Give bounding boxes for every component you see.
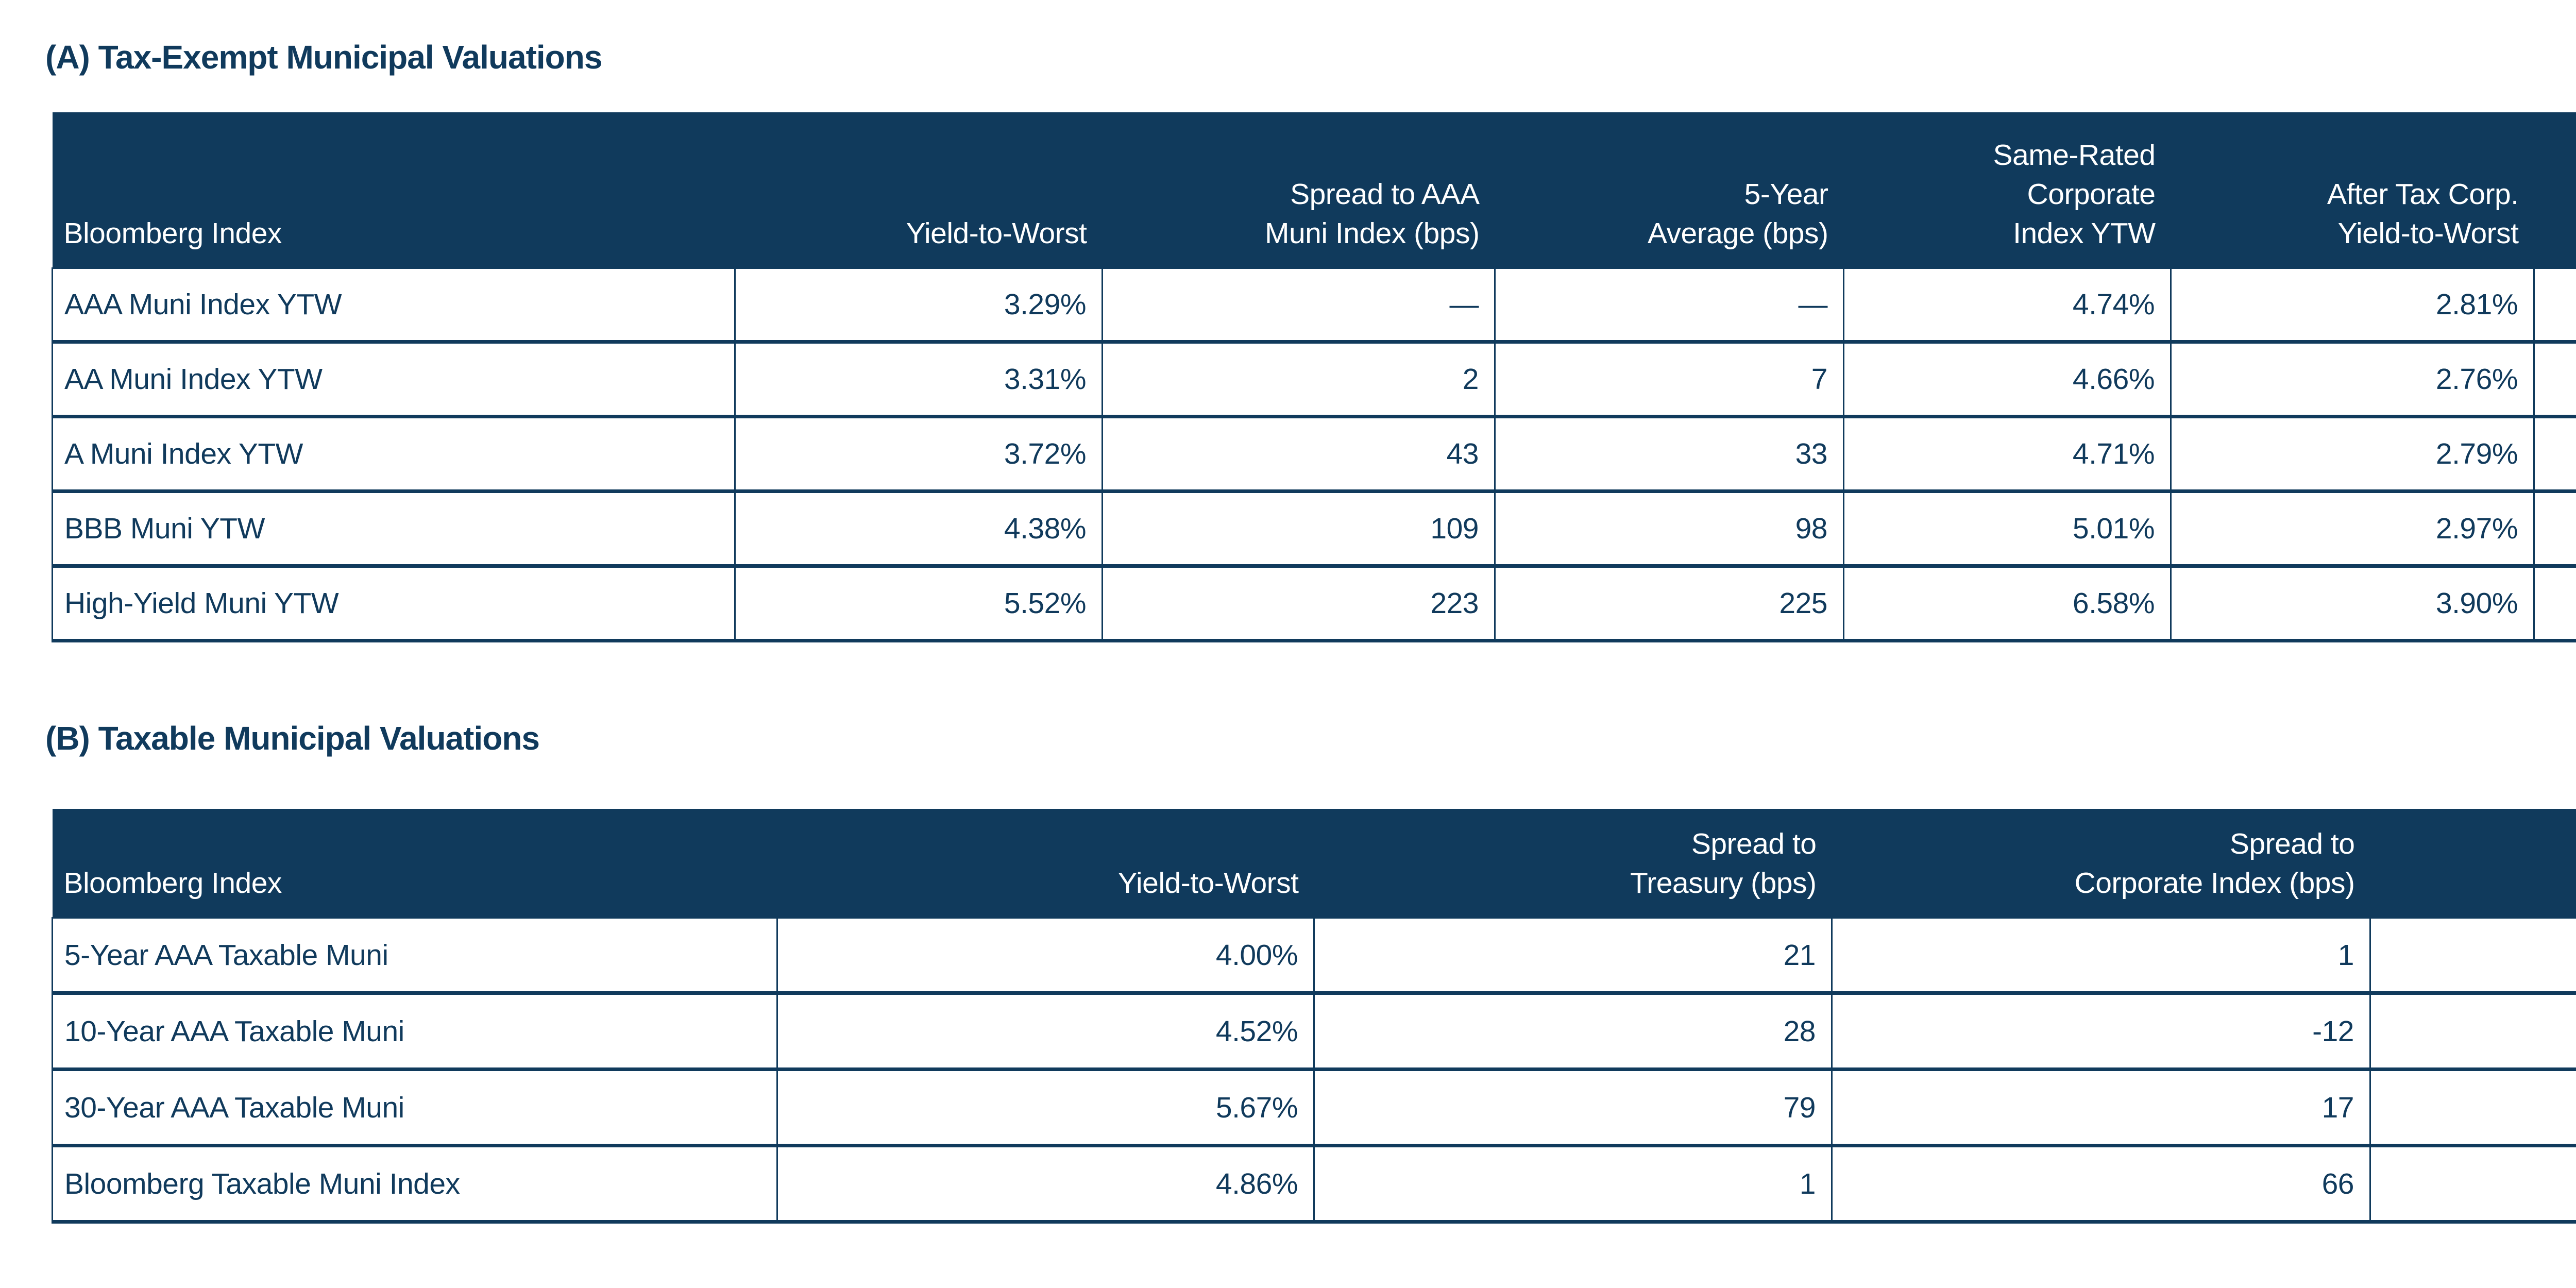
value-cell: 4.74%	[1843, 267, 2172, 344]
value-cell: 43	[1101, 415, 1496, 493]
row-label-cell: AA Muni Index YTW	[52, 340, 736, 418]
row-label-cell: High-Yield Muni YTW	[52, 564, 736, 642]
value-cell: 141	[2533, 489, 2576, 568]
value-cell: 79	[1313, 1067, 1833, 1147]
value-cell: 21	[1313, 917, 1833, 995]
table-row: Bloomberg Taxable Muni Index 4.86% 1 66 …	[52, 1144, 2576, 1224]
row-label-cell: 10-Year AAA Taxable Muni	[52, 991, 778, 1071]
column-header-yield-to-worst: Yield-to-Worst	[735, 112, 1103, 268]
row-label-cell: A Muni Index YTW	[52, 415, 736, 493]
column-header-bloomberg-index: Bloomberg Index	[52, 112, 735, 268]
value-cell: -12	[1831, 991, 2371, 1071]
value-cell: 55	[2533, 340, 2576, 418]
value-cell: 17	[1831, 1067, 2371, 1147]
table-row: 5-Year AAA Taxable Muni 4.00% 21 1 176	[52, 917, 2576, 995]
value-cell: 176	[2369, 917, 2576, 995]
value-cell: 2.79%	[2170, 415, 2535, 493]
column-header-spread-to-tax-exempt: Spread to Tax-Exempt Muni Index (bps)	[2370, 809, 2576, 918]
value-cell: 3.72%	[734, 415, 1103, 493]
table-row: 10-Year AAA Taxable Muni 4.52% 28 -12 18…	[52, 991, 2576, 1071]
table-row: BBB Muni YTW 4.38% 109 98 5.01% 2.97% 14…	[52, 489, 2576, 568]
value-cell: 2.76%	[2170, 340, 2535, 418]
value-cell: 2	[1101, 340, 1496, 418]
table-row: 30-Year AAA Taxable Muni 5.67% 79 17 138	[52, 1067, 2576, 1147]
value-cell: 33	[1494, 415, 1844, 493]
value-cell: 3.29%	[734, 267, 1103, 344]
table-header: Bloomberg Index Yield-to-Worst Spread to…	[52, 112, 2576, 268]
value-cell: 48	[2533, 267, 2576, 344]
value-cell: 93	[2533, 415, 2576, 493]
value-cell: 2.97%	[2170, 489, 2535, 568]
value-cell: 5.01%	[1843, 489, 2172, 568]
value-cell: 3.31%	[734, 340, 1103, 418]
column-header-spread-to-treasury: Spread to Treasury (bps)	[1314, 809, 1832, 918]
value-cell: 2.81%	[2170, 267, 2535, 344]
table-row: AAA Muni Index YTW 3.29% — — 4.74% 2.81%…	[52, 267, 2576, 344]
value-cell: 138	[2369, 1067, 2576, 1147]
row-label-cell: BBB Muni YTW	[52, 489, 736, 568]
value-cell: 5.67%	[776, 1067, 1315, 1147]
value-cell: 141	[2369, 1144, 2576, 1224]
column-header-spread-to-corporate: Spread to Corporate Index (bps)	[1832, 809, 2370, 918]
value-cell: 66	[1831, 1144, 2371, 1224]
value-cell: 162	[2533, 564, 2576, 642]
column-header-5-year-average: 5-Year Average (bps)	[1495, 112, 1844, 268]
header-row: Bloomberg Index Yield-to-Worst Spread to…	[52, 809, 2576, 918]
value-cell: 3.90%	[2170, 564, 2535, 642]
table-header: Bloomberg Index Yield-to-Worst Spread to…	[52, 809, 2576, 918]
header-row: Bloomberg Index Yield-to-Worst Spread to…	[52, 112, 2576, 268]
value-cell: 223	[1101, 564, 1496, 642]
value-cell: 7	[1494, 340, 1844, 418]
value-cell: 4.00%	[776, 917, 1315, 995]
value-cell: 189	[2369, 991, 2576, 1071]
value-cell: 28	[1313, 991, 1833, 1071]
value-cell: —	[1494, 267, 1844, 344]
value-cell: 225	[1494, 564, 1844, 642]
column-header-after-tax-corp: After Tax Corp. Yield-to-Worst	[2171, 112, 2534, 268]
section-b-title: (B) Taxable Municipal Valuations	[45, 720, 540, 757]
value-cell: 5.52%	[734, 564, 1103, 642]
section-a-title: (A) Tax-Exempt Municipal Valuations	[45, 39, 602, 76]
value-cell: 6.58%	[1843, 564, 2172, 642]
value-cell: —	[1101, 267, 1496, 344]
value-cell: 1	[1831, 917, 2371, 995]
value-cell: 4.71%	[1843, 415, 2172, 493]
row-label-cell: AAA Muni Index YTW	[52, 267, 736, 344]
row-label-cell: Bloomberg Taxable Muni Index	[52, 1144, 778, 1224]
value-cell: 109	[1101, 489, 1496, 568]
row-label-cell: 5-Year AAA Taxable Muni	[52, 917, 778, 995]
value-cell: 4.38%	[734, 489, 1103, 568]
table-row: A Muni Index YTW 3.72% 43 33 4.71% 2.79%…	[52, 415, 2576, 493]
value-cell: 1	[1313, 1144, 1833, 1224]
value-cell: 98	[1494, 489, 1844, 568]
column-header-yield-to-worst: Yield-to-Worst	[777, 809, 1314, 918]
column-header-muni-after-tax-spread: Muni-After Tax Corporate Spread (bps)	[2534, 112, 2576, 268]
taxable-valuations-table: Bloomberg Index Yield-to-Worst Spread to…	[52, 809, 2576, 1224]
table-row: AA Muni Index YTW 3.31% 2 7 4.66% 2.76% …	[52, 340, 2576, 418]
value-cell: 4.66%	[1843, 340, 2172, 418]
column-header-spread-to-aaa: Spread to AAA Muni Index (bps)	[1102, 112, 1495, 268]
value-cell: 4.52%	[776, 991, 1315, 1071]
row-label-cell: 30-Year AAA Taxable Muni	[52, 1067, 778, 1147]
column-header-same-rated-corporate: Same-Rated Corporate Index YTW	[1843, 112, 2171, 268]
table-row: High-Yield Muni YTW 5.52% 223 225 6.58% …	[52, 564, 2576, 642]
column-header-bloomberg-index: Bloomberg Index	[52, 809, 777, 918]
tax-exempt-valuations-table: Bloomberg Index Yield-to-Worst Spread to…	[52, 112, 2576, 642]
value-cell: 4.86%	[776, 1144, 1315, 1224]
